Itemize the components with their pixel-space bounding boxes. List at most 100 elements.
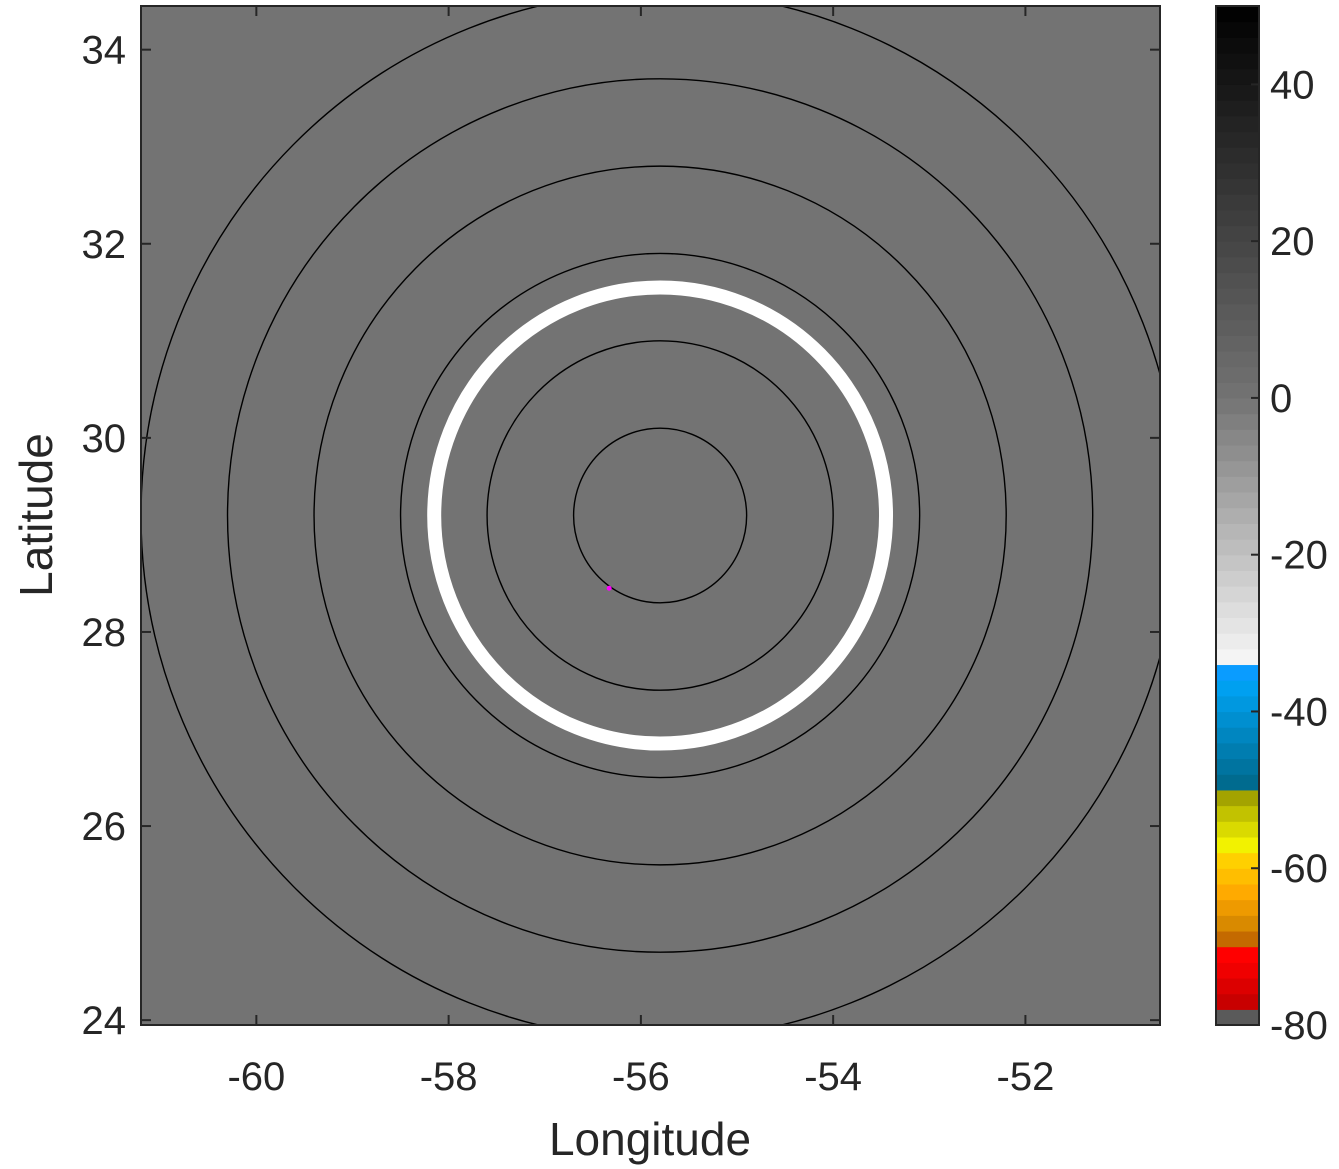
colorbar-band xyxy=(1216,194,1259,211)
x-tick-label: -54 xyxy=(804,1055,862,1099)
colorbar-band xyxy=(1216,84,1259,101)
colorbar-band xyxy=(1216,272,1259,289)
x-tick-label: -56 xyxy=(612,1055,670,1099)
colorbar-band xyxy=(1216,617,1259,634)
colorbar-tick-label: 0 xyxy=(1270,377,1292,421)
colorbar-band xyxy=(1216,476,1259,493)
colorbar-tick-label: -60 xyxy=(1270,847,1328,891)
colorbar-band xyxy=(1216,444,1259,462)
colorbar-band xyxy=(1216,789,1259,807)
colorbar-band xyxy=(1216,821,1259,838)
colorbar-band xyxy=(1216,899,1259,916)
colorbar-band xyxy=(1216,993,1259,1010)
y-tick-label: 26 xyxy=(82,805,127,849)
colorbar-band xyxy=(1216,162,1259,180)
colorbar-band xyxy=(1216,633,1259,650)
colorbar-band xyxy=(1216,6,1259,23)
colorbar-band xyxy=(1216,805,1259,822)
colorbar-band xyxy=(1216,460,1259,477)
colorbar-tick-label: -40 xyxy=(1270,690,1328,734)
contour-ring-4 xyxy=(313,165,1007,866)
colorbar-tick-label: 40 xyxy=(1270,63,1315,107)
colorbar-band xyxy=(1216,930,1259,948)
colorbar-band xyxy=(1216,523,1259,540)
colorbar-band xyxy=(1216,225,1259,242)
colorbar-band xyxy=(1216,366,1259,383)
colorbar-band xyxy=(1216,1009,1259,1026)
colorbar-band xyxy=(1216,209,1259,227)
x-tick-label: -60 xyxy=(227,1055,285,1099)
highlight-ring xyxy=(427,280,894,751)
contour-ring-5 xyxy=(226,78,1094,953)
colorbar-band xyxy=(1216,507,1259,524)
colorbar-band xyxy=(1216,695,1259,713)
plot-area xyxy=(141,6,1160,1025)
colorbar-band xyxy=(1216,303,1259,321)
colorbar-tick-label: -20 xyxy=(1270,534,1328,578)
colorbar-band xyxy=(1216,539,1259,556)
colorbar-band xyxy=(1216,836,1259,854)
colorbar-tick-label: -80 xyxy=(1270,1004,1328,1048)
field-layer xyxy=(427,280,894,751)
colorbar-band xyxy=(1216,397,1259,415)
colorbar-band xyxy=(1216,319,1259,336)
colorbar-band xyxy=(1216,680,1259,697)
x-tick-label: -58 xyxy=(420,1055,478,1099)
colorbar-band xyxy=(1216,570,1259,587)
contour-ring-3 xyxy=(399,252,921,779)
contour-ring-1 xyxy=(572,427,748,604)
colorbar-band xyxy=(1216,852,1259,869)
colorbar-band xyxy=(1216,946,1259,963)
colorbar-band xyxy=(1216,100,1259,117)
colorbar-band xyxy=(1216,727,1259,744)
colorbar-band xyxy=(1216,115,1259,133)
colorbar-band xyxy=(1216,554,1259,571)
colorbar-band xyxy=(1216,774,1259,791)
colorbar-band xyxy=(1216,601,1259,618)
colorbar-band xyxy=(1216,37,1259,54)
colorbar-band xyxy=(1216,53,1259,70)
colorbar-band xyxy=(1216,21,1259,38)
y-tick-label: 24 xyxy=(82,999,127,1043)
colorbar-band xyxy=(1216,429,1259,446)
colorbar-band xyxy=(1216,413,1259,430)
colorbar-band xyxy=(1216,382,1259,399)
x-axis-label: Longitude xyxy=(549,1113,751,1165)
colorbar-band xyxy=(1216,664,1259,681)
y-ticks: 24 26 28 30 32 34 xyxy=(82,29,1160,1043)
colorbar-band xyxy=(1216,711,1259,728)
colorbar-band xyxy=(1216,758,1259,775)
colorbar-band xyxy=(1216,335,1259,352)
colorbar-band xyxy=(1216,147,1259,164)
colorbar-frame xyxy=(1215,5,1260,1026)
colorbar-band xyxy=(1216,868,1259,885)
colorbar-band xyxy=(1216,491,1259,509)
colorbar-band xyxy=(1216,350,1259,368)
colorbar-band xyxy=(1216,241,1259,258)
y-tick-label: 34 xyxy=(82,29,127,73)
colorbar-band xyxy=(1216,742,1259,760)
y-tick-label: 32 xyxy=(82,223,127,267)
center-marker xyxy=(606,585,612,591)
colorbar-band xyxy=(1216,288,1259,305)
contour-layer xyxy=(141,6,1160,1025)
colorbar-band xyxy=(1216,131,1259,148)
colorbar-band xyxy=(1216,915,1259,932)
colorbar-band xyxy=(1216,977,1259,995)
x-tick-label: -52 xyxy=(997,1055,1055,1099)
colorbar: -80 -60 -40 -20 0 20 40 xyxy=(1215,5,1328,1048)
colorbar-band xyxy=(1216,178,1259,195)
colorbar-band xyxy=(1216,648,1259,666)
colorbar-band xyxy=(1216,883,1259,901)
y-axis-label: Latitude xyxy=(10,433,62,597)
y-tick-label: 28 xyxy=(82,611,127,655)
contour-ring-2 xyxy=(486,340,834,691)
y-tick-label: 30 xyxy=(82,417,127,461)
colorbar-band xyxy=(1216,586,1259,603)
plot-frame xyxy=(140,5,1161,1026)
colorbar-band xyxy=(1216,962,1259,979)
colorbar-tick-label: 20 xyxy=(1270,220,1315,264)
colorbar-band xyxy=(1216,256,1259,274)
colorbar-band xyxy=(1216,68,1259,85)
